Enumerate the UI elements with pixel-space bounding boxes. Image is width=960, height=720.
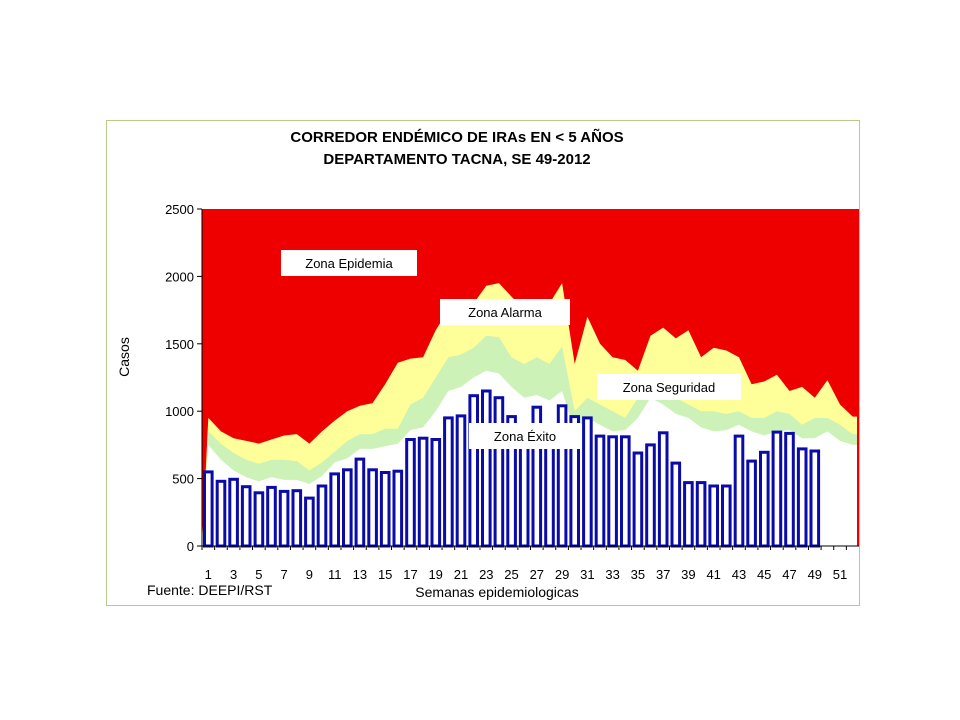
bar-week-12: [342, 468, 353, 548]
bar-week-1: [203, 470, 214, 548]
x-tick-label: 1: [205, 567, 212, 582]
chart-title: CORREDOR ENDÉMICO DE IRAs EN < 5 AÑOS: [290, 128, 623, 146]
bar-week-16: [392, 469, 404, 548]
x-tick-label: 17: [403, 567, 417, 582]
bar-week-33: [607, 435, 618, 548]
bar-week-23: [481, 389, 492, 548]
zone-label-seguridad: Zona Seguridad: [623, 380, 716, 395]
bar-week-42: [721, 484, 732, 548]
x-tick-label: 29: [555, 567, 569, 582]
bar-week-31: [582, 416, 593, 548]
bar-week-13: [354, 457, 366, 548]
bar-week-8: [291, 489, 303, 548]
y-tick-label: 2000: [165, 269, 194, 284]
chart-subtitle: DEPARTAMENTO TACNA, SE 49-2012: [323, 151, 590, 168]
bar-week-39: [683, 481, 694, 548]
bar-week-37: [657, 431, 669, 548]
x-tick-label: 51: [833, 567, 847, 582]
zone-labels: Zona Epidemia Zona Alarma Zona Seguridad Zo…: [281, 250, 741, 449]
x-tick-label: 25: [504, 567, 518, 582]
source-note: Fuente: DEEPI/RST: [147, 582, 273, 598]
x-tick-label: 13: [353, 567, 367, 582]
bar-week-49: [809, 449, 821, 548]
bar-week-20: [443, 416, 454, 548]
x-tick-label: 21: [454, 567, 468, 582]
bar-week-2: [215, 479, 227, 548]
bar-week-3: [228, 477, 239, 548]
x-tick-label: 31: [580, 567, 594, 582]
zone-label-alarma: Zona Alarma: [468, 305, 542, 320]
bar-week-36: [645, 443, 656, 548]
bar-week-9: [304, 496, 315, 548]
bar-week-35: [632, 451, 644, 548]
bar-week-21: [455, 414, 467, 548]
endemic-corridor-chart: CORREDOR ENDÉMICO DE IRAs EN < 5 AÑOS DE…: [116, 128, 859, 600]
x-tick-label: 11: [328, 567, 342, 582]
x-tick-label: 27: [530, 567, 544, 582]
y-tick-label: 2500: [165, 202, 194, 217]
zone-label-alarma-box: [440, 299, 570, 325]
bar-week-10: [316, 484, 328, 548]
bar-week-4: [240, 485, 252, 548]
bar-week-46: [771, 430, 783, 548]
zone-label-exito: Zona Éxito: [494, 429, 556, 444]
y-axis-label: Casos: [116, 337, 132, 377]
x-tick-label: 47: [782, 567, 796, 582]
bar-week-14: [367, 468, 378, 548]
bar-week-45: [759, 450, 770, 548]
bar-week-11: [329, 472, 340, 548]
bar-week-40: [695, 481, 707, 548]
x-tick-label: 39: [681, 567, 695, 582]
x-axis-label: Semanas epidemiologicas: [415, 584, 578, 600]
bar-week-19: [430, 438, 442, 548]
x-tick-label: 35: [631, 567, 645, 582]
x-tick-label: 45: [757, 567, 771, 582]
x-tick-label: 19: [428, 567, 442, 582]
x-tick-label: 15: [378, 567, 392, 582]
x-tick-label: 7: [280, 567, 287, 582]
zone-label-seguridad-box: [597, 374, 741, 400]
bar-week-47: [784, 431, 795, 548]
bar-week-18: [417, 436, 429, 548]
bar-week-7: [278, 489, 290, 548]
bar-week-17: [405, 438, 416, 548]
chart-frame: CORREDOR ENDÉMICO DE IRAs EN < 5 AÑOS DE…: [106, 120, 860, 606]
bar-week-34: [620, 435, 631, 548]
x-tick-label: 49: [808, 567, 822, 582]
bar-week-44: [746, 459, 757, 548]
bar-week-5: [253, 491, 265, 548]
bar-week-32: [594, 434, 606, 548]
bar-week-43: [733, 434, 745, 548]
x-tick-label: 33: [605, 567, 619, 582]
y-tick-label: 1500: [165, 337, 194, 352]
bar-week-41: [708, 484, 720, 548]
x-tick-label: 37: [656, 567, 670, 582]
zone-label-epidemia: Zona Epidemia: [305, 256, 393, 271]
x-tick-label: 3: [230, 567, 237, 582]
bar-week-38: [670, 461, 682, 548]
zone-label-epidemia-box: [281, 250, 417, 276]
y-tick-label: 1000: [165, 404, 194, 419]
bar-week-48: [796, 447, 808, 548]
bar-week-24: [493, 396, 505, 548]
y-tick-label: 0: [187, 539, 194, 554]
zone-label-exito-box: [469, 423, 581, 449]
y-tick-label: 500: [172, 472, 194, 487]
x-tick-label: 5: [255, 567, 262, 582]
bar-week-6: [266, 485, 277, 548]
x-tick-label: 43: [732, 567, 746, 582]
x-tick-label: 9: [306, 567, 313, 582]
bar-week-22: [468, 394, 479, 548]
x-tick-label: 41: [706, 567, 720, 582]
bar-week-15: [379, 471, 391, 548]
x-tick-label: 23: [479, 567, 493, 582]
